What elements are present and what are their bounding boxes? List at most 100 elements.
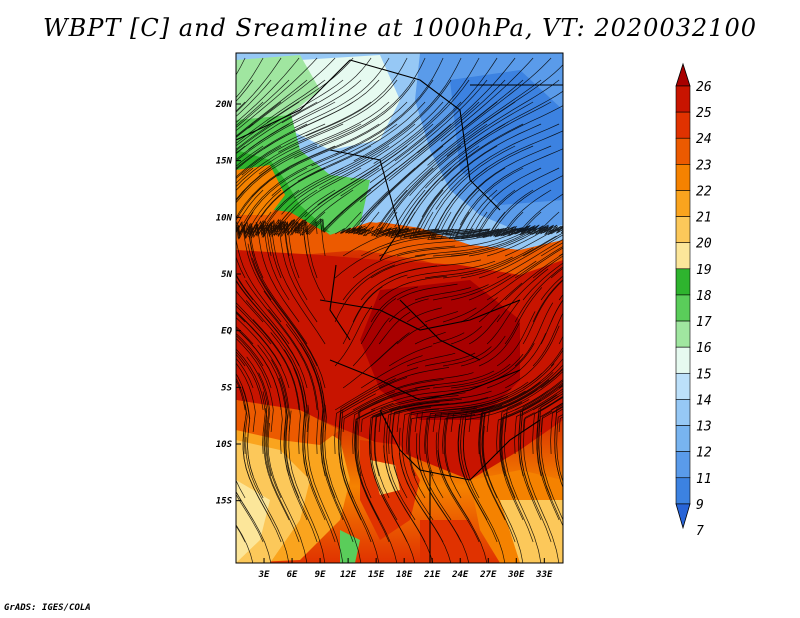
streamline	[478, 323, 520, 367]
colorbar-label: 14	[696, 393, 712, 408]
streamline	[319, 101, 444, 189]
streamline	[514, 266, 563, 323]
streamline	[283, 395, 318, 543]
streamline	[532, 255, 563, 279]
streamline	[379, 145, 462, 237]
streamline	[236, 279, 308, 389]
streamline	[518, 385, 563, 477]
streamline	[282, 220, 326, 301]
streamline	[514, 302, 554, 367]
streamline	[478, 407, 506, 521]
lon-tick-label: 3E	[258, 570, 270, 580]
streamline	[406, 352, 456, 367]
streamline	[236, 189, 264, 228]
streamline	[569, 273, 625, 323]
streamline	[288, 410, 326, 563]
streamline	[569, 377, 658, 410]
streamline	[360, 395, 459, 433]
colorbar-swatch	[675, 111, 691, 139]
streamline	[388, 259, 481, 279]
streamline	[293, 79, 416, 159]
streamline	[236, 101, 282, 138]
streamline	[445, 145, 552, 234]
streamline	[355, 145, 444, 232]
streamline	[280, 222, 318, 279]
streamline	[247, 243, 318, 367]
streamline	[446, 79, 560, 157]
streamline	[468, 314, 500, 345]
streamline	[486, 247, 563, 301]
streamline	[330, 79, 452, 175]
streamline	[369, 433, 416, 563]
streamline	[501, 390, 549, 499]
streamline	[425, 101, 552, 189]
streamline	[409, 101, 534, 197]
lon-tick-label: 6E	[287, 570, 298, 580]
streamline	[482, 398, 522, 499]
streamline	[432, 390, 526, 433]
streamline	[241, 101, 372, 176]
streamline	[278, 79, 398, 153]
streamline	[489, 189, 534, 238]
streamline	[239, 331, 283, 455]
streamline	[518, 394, 557, 521]
streamline	[504, 225, 563, 257]
streamline	[500, 410, 534, 543]
lon-tick-label: 18E	[396, 570, 413, 580]
streamline	[433, 363, 511, 389]
colorbar-swatch	[675, 242, 691, 270]
streamline	[378, 234, 492, 257]
streamline	[469, 225, 554, 257]
streamline	[550, 228, 563, 235]
streamline	[540, 275, 563, 301]
colorbar-label: 7	[696, 524, 704, 539]
streamline	[538, 395, 563, 527]
streamline	[450, 130, 563, 203]
lon-tick-label: 24E	[451, 570, 469, 580]
streamline	[425, 414, 457, 499]
streamline	[247, 219, 290, 301]
streamline	[433, 228, 535, 257]
streamline	[522, 232, 563, 257]
streamline	[445, 167, 506, 236]
streamline	[460, 439, 506, 563]
streamline	[425, 352, 476, 367]
streamline	[305, 57, 408, 137]
streamline	[435, 432, 480, 543]
streamline	[486, 332, 547, 389]
streamline	[236, 145, 246, 154]
streamline	[236, 79, 308, 137]
streamline	[289, 189, 354, 237]
streamline	[311, 79, 434, 167]
streamline	[236, 274, 254, 301]
colorbar-label: 12	[696, 446, 712, 461]
streamline	[463, 405, 495, 499]
streamline	[401, 412, 434, 521]
streamline	[236, 57, 300, 123]
streamline	[354, 402, 394, 521]
streamline	[236, 79, 290, 128]
streamline	[550, 349, 563, 367]
streamline	[558, 335, 563, 345]
streamline	[266, 57, 354, 123]
streamline	[236, 79, 272, 117]
colorbar-label: 24	[696, 132, 712, 147]
streamline	[236, 145, 282, 180]
streamline	[504, 412, 542, 563]
colorbar-swatch	[675, 294, 691, 322]
streamline	[522, 262, 563, 301]
streamline	[236, 236, 282, 323]
streamline	[496, 383, 563, 455]
streamline	[236, 167, 308, 236]
colorbar-swatch	[675, 216, 691, 244]
colorbar-top-arrow	[675, 62, 691, 87]
streamline	[236, 57, 264, 99]
streamline	[569, 226, 618, 238]
streamline	[338, 393, 376, 521]
streamline	[443, 346, 492, 367]
streamline	[236, 311, 290, 389]
streamline	[252, 258, 326, 389]
streamline	[297, 101, 426, 182]
streamline	[556, 414, 563, 483]
